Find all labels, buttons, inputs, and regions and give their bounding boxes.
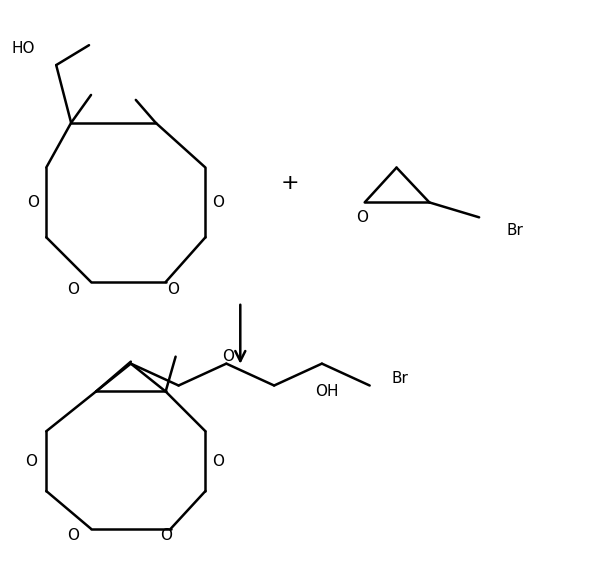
Text: O: O xyxy=(212,195,224,210)
Text: O: O xyxy=(67,283,79,297)
Text: Br: Br xyxy=(507,223,524,238)
Text: O: O xyxy=(25,454,37,468)
Text: +: + xyxy=(281,173,299,193)
Text: O: O xyxy=(160,529,172,543)
Text: O: O xyxy=(167,283,179,297)
Text: O: O xyxy=(356,210,368,225)
Text: O: O xyxy=(223,349,235,364)
Text: O: O xyxy=(67,529,79,543)
Text: OH: OH xyxy=(315,384,338,399)
Text: HO: HO xyxy=(11,41,35,55)
Text: Br: Br xyxy=(392,371,409,386)
Text: O: O xyxy=(28,195,40,210)
Text: O: O xyxy=(212,454,224,468)
